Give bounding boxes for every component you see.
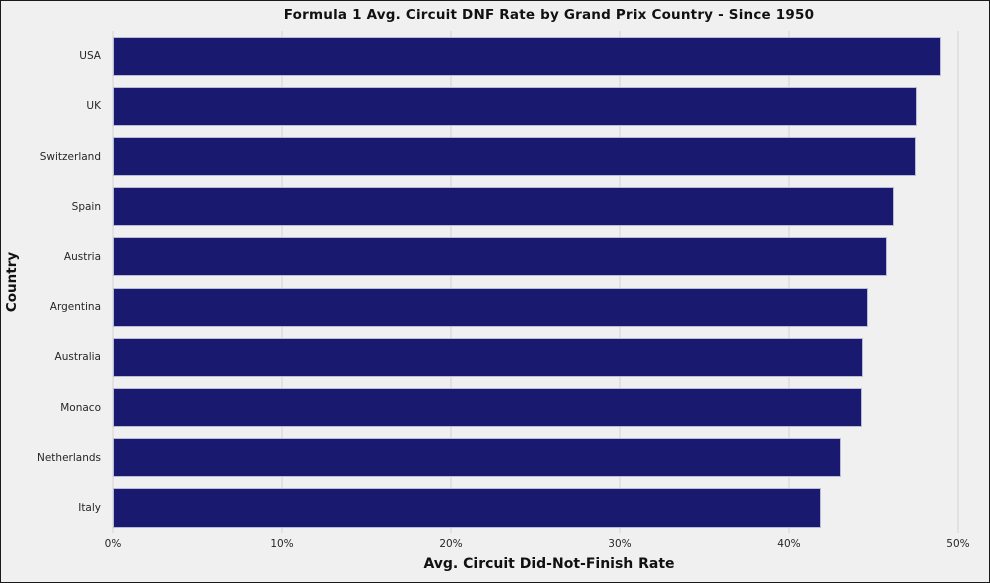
gridline bbox=[618, 31, 621, 533]
bar-austria bbox=[113, 237, 887, 277]
x-tick-label: 0% bbox=[104, 538, 122, 550]
gridline bbox=[449, 31, 452, 533]
bar-row bbox=[113, 332, 985, 382]
bar-row bbox=[113, 131, 985, 181]
bar-row bbox=[113, 31, 985, 81]
plot-area bbox=[112, 31, 985, 533]
category-label: Argentina bbox=[49, 301, 101, 314]
bar-row bbox=[113, 282, 985, 332]
gridline bbox=[280, 31, 283, 533]
bar-row bbox=[113, 232, 985, 282]
category-label: Monaco bbox=[60, 401, 101, 414]
bar-argentina bbox=[113, 287, 869, 327]
chart-title: Formula 1 Avg. Circuit DNF Rate by Grand… bbox=[283, 7, 815, 23]
bar-switzerland bbox=[113, 136, 916, 177]
category-label: Italy bbox=[78, 501, 101, 514]
bar-uk bbox=[113, 86, 918, 126]
category-label: Netherlands bbox=[36, 451, 101, 464]
bar-spain bbox=[113, 187, 894, 227]
x-tick-label: 30% bbox=[608, 538, 632, 550]
gridline bbox=[112, 31, 114, 533]
category-label: Switzerland bbox=[39, 150, 101, 163]
bar-rows bbox=[113, 31, 985, 533]
category-label: UK bbox=[86, 100, 101, 113]
x-tick-label: 50% bbox=[946, 538, 970, 550]
x-tick-label: 10% bbox=[270, 538, 294, 550]
y-axis-category-labels: USA UK Switzerland Spain Austria Argentina Aus… bbox=[1, 31, 105, 533]
gridline bbox=[787, 31, 790, 533]
category-label: Australia bbox=[54, 351, 101, 364]
x-tick-label: 40% bbox=[777, 538, 801, 550]
x-axis-ticks: 0% 10% 20% 30% 40% 50% bbox=[105, 538, 985, 552]
bar-row bbox=[113, 382, 985, 432]
category-label: USA bbox=[79, 50, 101, 63]
bar-monaco bbox=[113, 387, 862, 428]
bar-usa bbox=[113, 36, 942, 76]
category-label: Austria bbox=[63, 250, 101, 263]
grid-layer bbox=[112, 31, 985, 533]
gridline bbox=[956, 31, 959, 533]
bar-row bbox=[113, 182, 985, 232]
bar-row bbox=[113, 483, 985, 533]
bar-row bbox=[113, 81, 985, 131]
x-axis-label: Avg. Circuit Did-Not-Finish Rate bbox=[423, 556, 675, 572]
bar-row bbox=[113, 433, 985, 483]
x-tick-label: 20% bbox=[439, 538, 463, 550]
bar-italy bbox=[113, 488, 822, 528]
category-label: Spain bbox=[71, 200, 101, 213]
bar-netherlands bbox=[113, 438, 842, 478]
bar-australia bbox=[113, 337, 864, 377]
